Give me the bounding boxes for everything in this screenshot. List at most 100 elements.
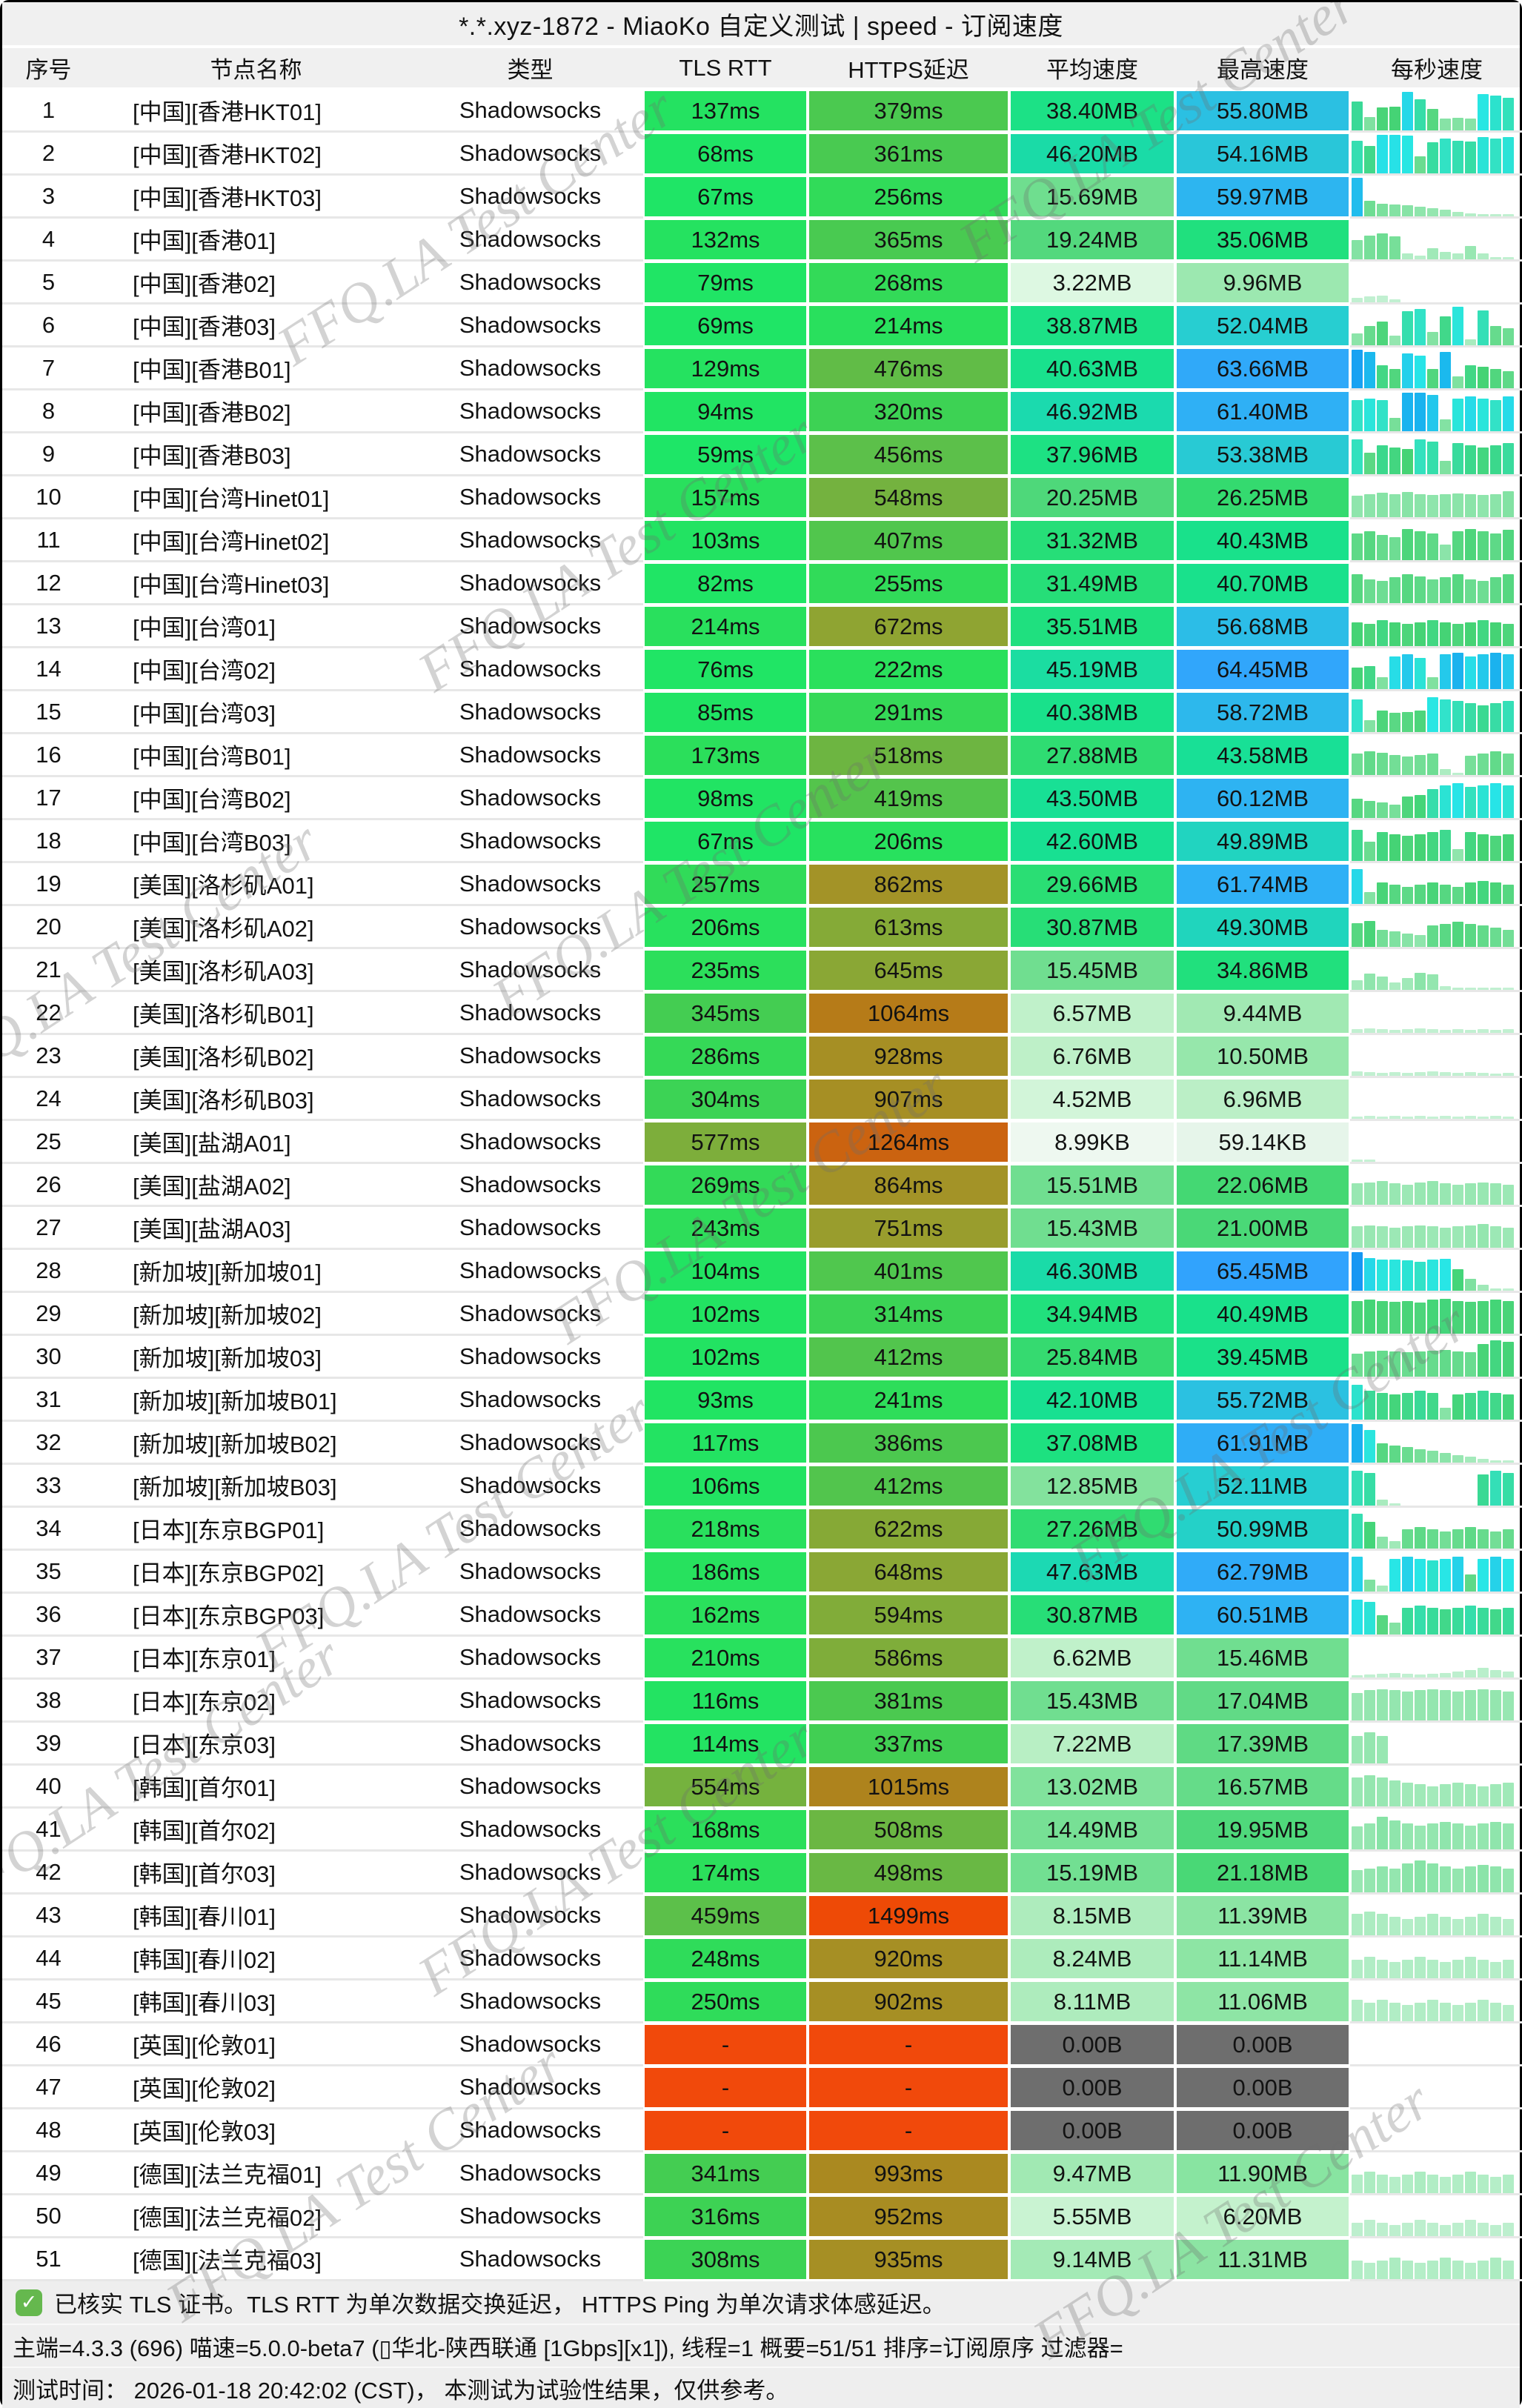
row-index: 21 <box>2 949 95 992</box>
node-name: [中国][香港B03] <box>95 433 417 476</box>
per-second-sparkline <box>1350 1164 1522 1207</box>
node-type: Shadowsocks <box>417 605 643 648</box>
tls-rtt-cell: 93ms <box>645 1380 806 1420</box>
row-index: 11 <box>2 519 95 562</box>
avg-speed-cell: 3.22MB <box>1011 263 1174 302</box>
tls-rtt-cell: 214ms <box>645 607 806 646</box>
per-second-sparkline <box>1350 1293 1522 1336</box>
node-type: Shadowsocks <box>417 2109 643 2152</box>
column-header: 每秒速度 <box>1391 57 1483 83</box>
tls-rtt-cell: 137ms <box>645 91 806 130</box>
max-speed-cell: 40.70MB <box>1177 564 1349 603</box>
table-row: 15 [中国][台湾03] Shadowsocks 85ms 291ms 40.… <box>2 691 1522 734</box>
max-speed-cell: 34.86MB <box>1177 951 1349 990</box>
per-second-sparkline <box>1350 2152 1522 2195</box>
https-delay-cell: 361ms <box>809 134 1008 173</box>
divider <box>2 45 1520 48</box>
node-name: [韩国][春川03] <box>95 1980 417 2023</box>
row-index: 17 <box>2 777 95 820</box>
tls-rtt-cell: 341ms <box>645 2154 806 2193</box>
https-delay-cell: 952ms <box>809 2197 1008 2236</box>
https-delay-cell: 920ms <box>809 1939 1008 1978</box>
max-speed-cell: 50.99MB <box>1177 1509 1349 1549</box>
per-second-sparkline <box>1350 1594 1522 1637</box>
node-name: [中国][台湾Hinet01] <box>95 476 417 519</box>
https-delay-cell: 508ms <box>809 1810 1008 1849</box>
https-delay-cell: 518ms <box>809 736 1008 775</box>
test-time-line: 测试时间： 2026-01-18 20:42:02 (CST)， 本测试为试验性… <box>2 2368 1520 2408</box>
max-speed-cell: 56.68MB <box>1177 607 1349 646</box>
https-delay-cell: 672ms <box>809 607 1008 646</box>
column-header: 类型 <box>507 57 554 83</box>
https-delay-cell: 902ms <box>809 1982 1008 2021</box>
max-speed-cell: 21.18MB <box>1177 1853 1349 1892</box>
table-row: 5 [中国][香港02] Shadowsocks 79ms 268ms 3.22… <box>2 262 1522 305</box>
https-delay-cell: 1499ms <box>809 1896 1008 1935</box>
avg-speed-cell: 40.63MB <box>1011 349 1174 388</box>
node-name: [韩国][首尔01] <box>95 1766 417 1809</box>
node-type: Shadowsocks <box>417 906 643 949</box>
tls-rtt-cell: 98ms <box>645 779 806 818</box>
max-speed-cell: 59.14KB <box>1177 1122 1349 1162</box>
node-type: Shadowsocks <box>417 562 643 605</box>
node-name: [中国][台湾Hinet02] <box>95 519 417 562</box>
avg-speed-cell: 29.66MB <box>1011 865 1174 904</box>
per-second-sparkline <box>1350 820 1522 863</box>
https-delay-cell: 456ms <box>809 435 1008 474</box>
node-name: [中国][香港01] <box>95 219 417 262</box>
node-type: Shadowsocks <box>417 1766 643 1809</box>
node-type: Shadowsocks <box>417 1637 643 1680</box>
row-index: 30 <box>2 1336 95 1379</box>
row-index: 12 <box>2 562 95 605</box>
max-speed-cell: 39.45MB <box>1177 1337 1349 1377</box>
https-delay-cell: 407ms <box>809 521 1008 560</box>
max-speed-cell: 52.11MB <box>1177 1466 1349 1506</box>
node-name: [英国][伦敦03] <box>95 2109 417 2152</box>
tls-rtt-cell: 206ms <box>645 908 806 947</box>
row-index: 40 <box>2 1766 95 1809</box>
row-index: 9 <box>2 433 95 476</box>
row-index: 49 <box>2 2152 95 2195</box>
avg-speed-cell: 0.00B <box>1011 2111 1174 2150</box>
node-type: Shadowsocks <box>417 1680 643 1723</box>
row-index: 8 <box>2 390 95 433</box>
node-type: Shadowsocks <box>417 1809 643 1852</box>
avg-speed-cell: 45.19MB <box>1011 650 1174 689</box>
divider <box>2 2324 1520 2325</box>
tls-rtt-cell: 76ms <box>645 650 806 689</box>
node-type: Shadowsocks <box>417 863 643 906</box>
node-name: [德国][法兰克福03] <box>95 2238 417 2281</box>
per-second-sparkline <box>1350 605 1522 648</box>
per-second-sparkline <box>1350 2109 1522 2152</box>
row-index: 36 <box>2 1594 95 1637</box>
avg-speed-cell: 27.88MB <box>1011 736 1174 775</box>
row-index: 19 <box>2 863 95 906</box>
avg-speed-cell: 5.55MB <box>1011 2197 1174 2236</box>
max-speed-cell: 17.04MB <box>1177 1681 1349 1720</box>
node-name: [美国][洛杉矶B03] <box>95 1078 417 1121</box>
max-speed-cell: 61.74MB <box>1177 865 1349 904</box>
node-name: [中国][香港02] <box>95 262 417 305</box>
per-second-sparkline <box>1350 1422 1522 1465</box>
table-row: 33 [新加坡][新加坡B03] Shadowsocks 106ms 412ms… <box>2 1465 1522 1508</box>
avg-speed-cell: 15.19MB <box>1011 1853 1174 1892</box>
avg-speed-cell: 12.85MB <box>1011 1466 1174 1506</box>
per-second-sparkline <box>1350 1852 1522 1895</box>
max-speed-cell: 49.30MB <box>1177 908 1349 947</box>
table-row: 1 [中国][香港HKT01] Shadowsocks 137ms 379ms … <box>2 90 1522 133</box>
row-index: 6 <box>2 305 95 347</box>
max-speed-cell: 59.97MB <box>1177 177 1349 216</box>
per-second-sparkline <box>1350 1035 1522 1078</box>
https-delay-cell: 381ms <box>809 1681 1008 1720</box>
table-row: 26 [美国][盐湖A02] Shadowsocks 269ms 864ms 1… <box>2 1164 1522 1207</box>
https-delay-cell: 1015ms <box>809 1767 1008 1806</box>
table-row: 29 [新加坡][新加坡02] Shadowsocks 102ms 314ms … <box>2 1293 1522 1336</box>
table-row: 38 [日本][东京02] Shadowsocks 116ms 381ms 15… <box>2 1680 1522 1723</box>
https-delay-cell: 291ms <box>809 693 1008 732</box>
node-type: Shadowsocks <box>417 305 643 347</box>
row-index: 14 <box>2 648 95 691</box>
max-speed-cell: 52.04MB <box>1177 306 1349 345</box>
column-header: TLS RTT <box>679 54 772 81</box>
tls-rtt-cell: 577ms <box>645 1122 806 1162</box>
avg-speed-cell: 0.00B <box>1011 2025 1174 2064</box>
